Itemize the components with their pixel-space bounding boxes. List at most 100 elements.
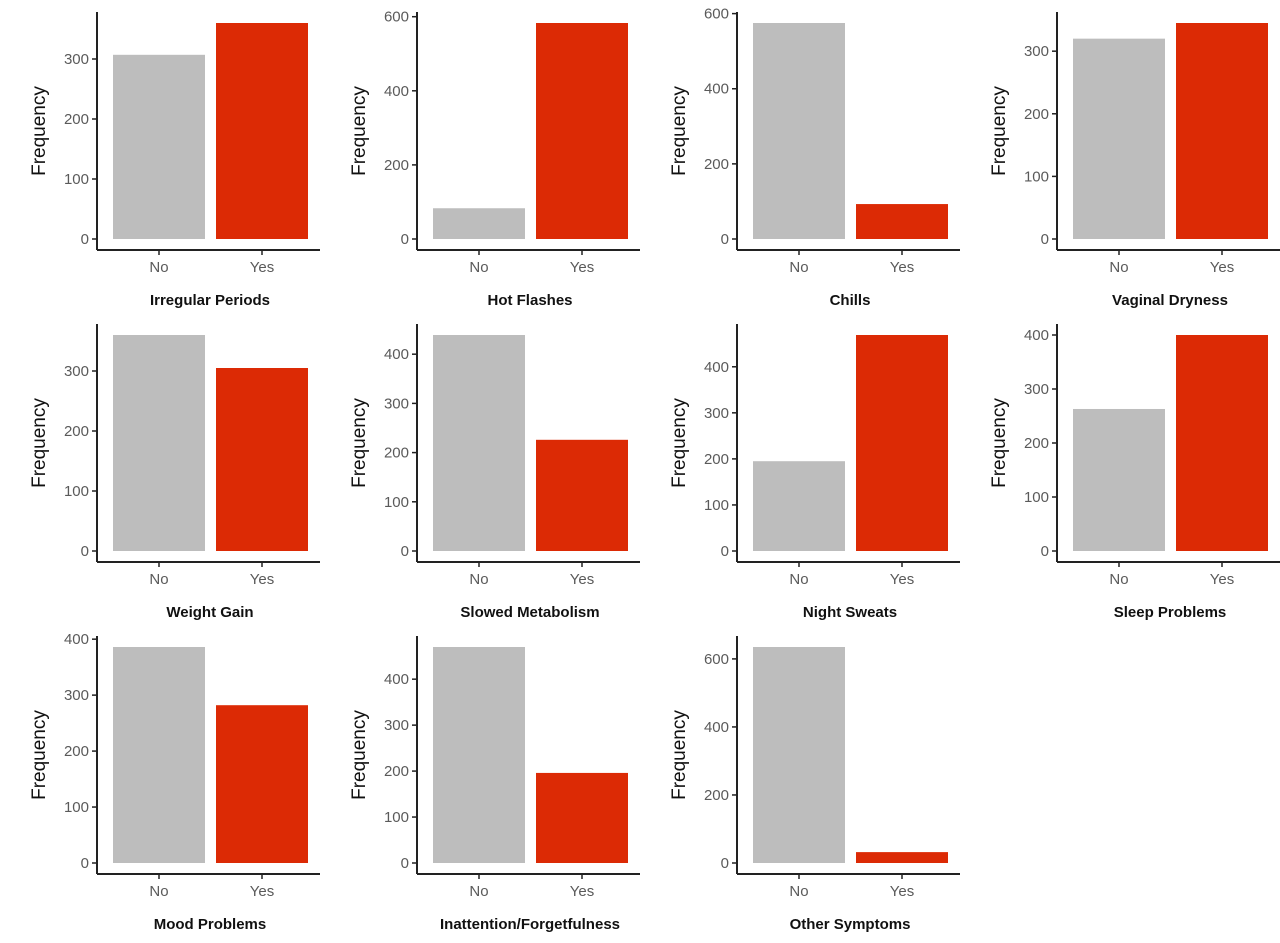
bar-chart: 0 100 200 300 400 No Yes Frequency Night Sweats bbox=[669, 324, 960, 621]
y-tick-label: 0 bbox=[721, 231, 729, 248]
bar-chart: 0 100 200 300 No Yes Frequency Weight Gain bbox=[29, 324, 320, 621]
panel-title: Weight Gain bbox=[166, 604, 253, 621]
bar-yes bbox=[216, 23, 308, 239]
y-tick-label: 0 bbox=[81, 543, 89, 560]
y-axis-label: Frequency bbox=[989, 398, 1010, 488]
panel-title: Vaginal Dryness bbox=[1112, 292, 1228, 309]
y-tick-label: 400 bbox=[704, 81, 729, 98]
panel-title: Slowed Metabolism bbox=[460, 604, 599, 621]
y-tick-label: 100 bbox=[1024, 168, 1049, 185]
panel-title: Night Sweats bbox=[803, 604, 897, 621]
chart-panel: 0 100 200 300 No Yes Frequency Weight Gain bbox=[0, 312, 320, 624]
y-tick-label: 200 bbox=[704, 156, 729, 173]
y-tick-label: 100 bbox=[64, 483, 89, 500]
bar-yes bbox=[856, 204, 948, 239]
y-tick-label: 600 bbox=[704, 6, 729, 23]
y-tick-label: 300 bbox=[1024, 43, 1049, 60]
bar-chart: 0 200 400 600 No Yes Frequency Other Symptoms bbox=[669, 636, 960, 933]
y-tick-label: 200 bbox=[64, 111, 89, 128]
bar-yes bbox=[536, 772, 628, 863]
y-tick-label: 0 bbox=[401, 231, 409, 248]
y-tick-label: 0 bbox=[401, 855, 409, 872]
chart-panel: 0 100 200 300 400 No Yes Frequency Sleep Problem… bbox=[960, 312, 1280, 624]
y-tick-label: 0 bbox=[401, 543, 409, 560]
x-tick-label: No bbox=[149, 259, 168, 276]
bar-yes bbox=[536, 439, 628, 551]
y-tick-label: 200 bbox=[64, 743, 89, 760]
y-tick-label: 300 bbox=[384, 395, 409, 412]
chart-panel: 0 100 200 300 No Yes Frequency Vaginal Dryness bbox=[960, 0, 1280, 312]
bar-chart: 0 100 200 300 400 No Yes Frequency Sleep Problem… bbox=[989, 324, 1280, 621]
y-axis-label: Frequency bbox=[349, 398, 370, 488]
y-tick-label: 400 bbox=[704, 359, 729, 376]
y-tick-label: 600 bbox=[704, 651, 729, 668]
y-axis-label: Frequency bbox=[669, 710, 690, 800]
y-tick-label: 400 bbox=[384, 671, 409, 688]
y-tick-label: 0 bbox=[81, 855, 89, 872]
panel-title: Sleep Problems bbox=[1114, 604, 1227, 621]
y-axis-label: Frequency bbox=[29, 710, 50, 800]
chart-panel: 0 100 200 300 400 No Yes Frequency Night Sweats bbox=[640, 312, 960, 624]
chart-panel: 0 200 400 600 No Yes Frequency Other Symptoms bbox=[640, 624, 960, 936]
bar-yes bbox=[1176, 23, 1268, 239]
bar-no bbox=[753, 461, 845, 551]
y-tick-label: 200 bbox=[1024, 106, 1049, 123]
y-tick-label: 300 bbox=[64, 687, 89, 704]
bar-chart: 0 200 400 600 No Yes Frequency Hot Flashes bbox=[349, 9, 640, 309]
y-tick-label: 0 bbox=[721, 855, 729, 872]
bar-no bbox=[433, 647, 525, 863]
y-tick-label: 300 bbox=[64, 51, 89, 68]
chart-panel: 0 200 400 600 No Yes Frequency Hot Flashes bbox=[320, 0, 640, 312]
y-tick-label: 100 bbox=[64, 799, 89, 816]
x-tick-label: No bbox=[789, 571, 808, 588]
x-tick-label: Yes bbox=[570, 259, 594, 276]
y-axis-label: Frequency bbox=[989, 86, 1010, 176]
y-tick-label: 400 bbox=[384, 83, 409, 100]
y-tick-label: 300 bbox=[704, 405, 729, 422]
bar-chart: 0 100 200 300 400 No Yes Frequency Inattention/F… bbox=[349, 636, 640, 933]
panel-title: Chills bbox=[830, 292, 871, 309]
y-tick-label: 100 bbox=[704, 497, 729, 514]
y-axis-label: Frequency bbox=[29, 86, 50, 176]
y-tick-label: 400 bbox=[64, 631, 89, 648]
bar-no bbox=[433, 208, 525, 239]
bar-no bbox=[753, 23, 845, 239]
chart-panel: 0 100 200 300 400 No Yes Frequency Slowed Metabo… bbox=[320, 312, 640, 624]
y-tick-label: 300 bbox=[384, 717, 409, 734]
y-tick-label: 200 bbox=[704, 787, 729, 804]
y-tick-label: 200 bbox=[64, 423, 89, 440]
bar-no bbox=[1073, 38, 1165, 239]
bar-yes bbox=[216, 705, 308, 863]
panel-title: Irregular Periods bbox=[150, 292, 270, 309]
bar-no bbox=[753, 647, 845, 863]
x-tick-label: Yes bbox=[570, 571, 594, 588]
bar-no bbox=[433, 335, 525, 551]
y-tick-label: 100 bbox=[64, 171, 89, 188]
panel-title: Inattention/Forgetfulness bbox=[440, 916, 620, 933]
y-tick-label: 400 bbox=[704, 719, 729, 736]
panel-title: Hot Flashes bbox=[487, 292, 572, 309]
bar-chart: 0 100 200 300 400 No Yes Frequency Slowed Metabo… bbox=[349, 324, 640, 621]
y-axis-label: Frequency bbox=[29, 398, 50, 488]
y-tick-label: 100 bbox=[384, 494, 409, 511]
y-tick-label: 300 bbox=[1024, 381, 1049, 398]
x-tick-label: Yes bbox=[1210, 259, 1234, 276]
y-tick-label: 200 bbox=[704, 451, 729, 468]
chart-panel: 0 100 200 300 400 No Yes Frequency Mood Problems bbox=[0, 624, 320, 936]
bar-yes bbox=[536, 23, 628, 239]
y-tick-label: 200 bbox=[384, 763, 409, 780]
y-tick-label: 200 bbox=[384, 445, 409, 462]
x-tick-label: No bbox=[1109, 259, 1128, 276]
bar-chart: 0 100 200 300 400 No Yes Frequency Mood Problems bbox=[29, 631, 320, 933]
bar-no bbox=[113, 54, 205, 239]
x-tick-label: Yes bbox=[1210, 571, 1234, 588]
y-axis-label: Frequency bbox=[669, 86, 690, 176]
x-tick-label: No bbox=[469, 259, 488, 276]
y-tick-label: 0 bbox=[1041, 231, 1049, 248]
bar-no bbox=[1073, 408, 1165, 551]
x-tick-label: Yes bbox=[890, 571, 914, 588]
x-tick-label: Yes bbox=[250, 259, 274, 276]
x-tick-label: No bbox=[149, 883, 168, 900]
y-tick-label: 0 bbox=[81, 231, 89, 248]
